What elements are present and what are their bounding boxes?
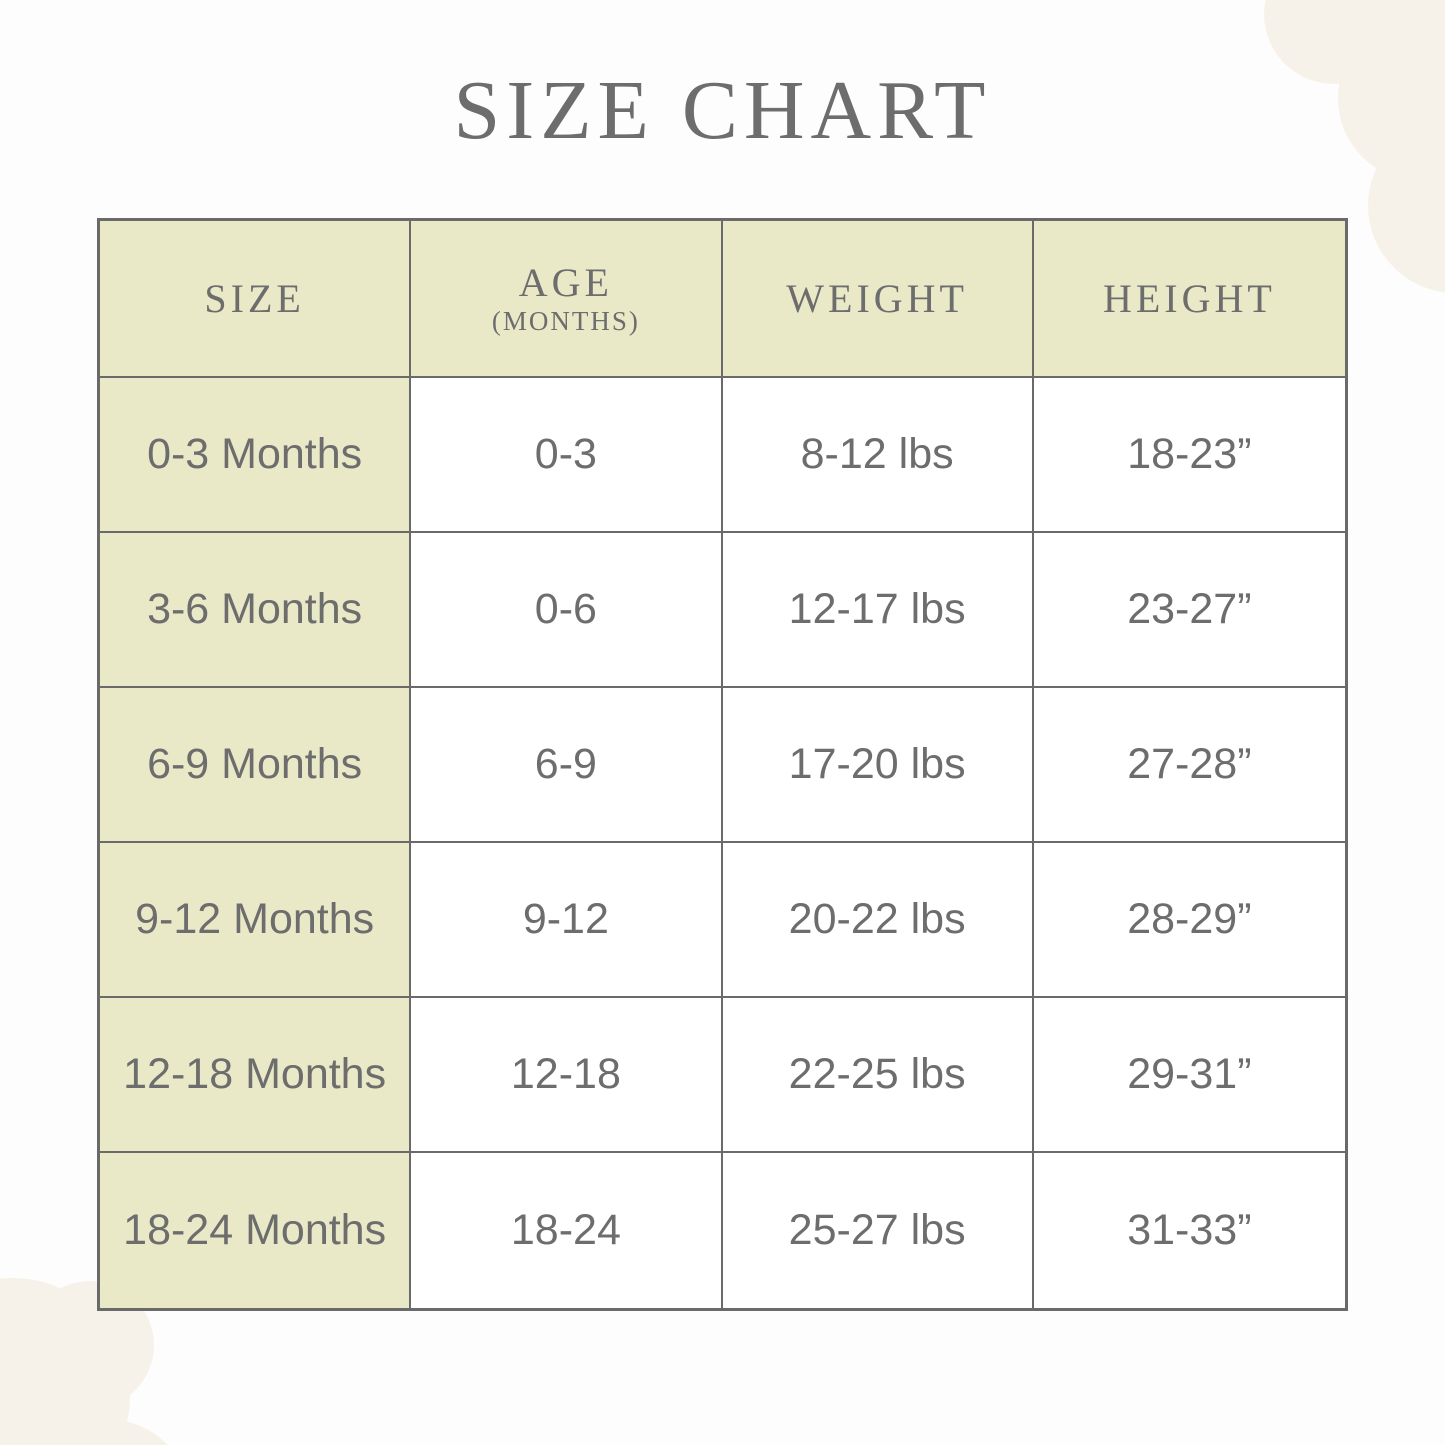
column-header-weight: WEIGHT: [722, 221, 1034, 378]
column-header-height-label: HEIGHT: [1102, 275, 1276, 321]
weight-cell: 8-12 lbs: [722, 378, 1034, 533]
weight-cell: 17-20 lbs: [722, 688, 1034, 843]
column-header-size: SIZE: [100, 221, 412, 378]
age-cell: 0-3: [411, 378, 723, 533]
age-cell: 9-12: [411, 843, 723, 998]
size-cell: 0-3 Months: [100, 378, 412, 533]
age-cell: 18-24: [411, 1153, 723, 1308]
age-cell: 0-6: [411, 533, 723, 688]
height-cell: 31-33”: [1033, 1153, 1345, 1308]
column-header-size-label: SIZE: [204, 275, 305, 321]
weight-cell: 20-22 lbs: [722, 843, 1034, 998]
age-cell: 6-9: [411, 688, 723, 843]
column-header-age-sublabel: (MONTHS): [491, 305, 640, 336]
height-cell: 28-29”: [1033, 843, 1345, 998]
column-header-weight-label: WEIGHT: [786, 275, 968, 321]
height-cell: 23-27”: [1033, 533, 1345, 688]
height-cell: 18-23”: [1033, 378, 1345, 533]
weight-cell: 25-27 lbs: [722, 1153, 1034, 1308]
height-cell: 27-28”: [1033, 688, 1345, 843]
size-cell: 3-6 Months: [100, 533, 412, 688]
height-cell: 29-31”: [1033, 998, 1345, 1153]
size-cell: 9-12 Months: [100, 843, 412, 998]
column-header-age: AGE (MONTHS): [411, 221, 723, 378]
size-cell: 12-18 Months: [100, 998, 412, 1153]
page-title: SIZE CHART: [453, 64, 992, 157]
weight-cell: 12-17 lbs: [722, 533, 1034, 688]
size-chart-table: SIZE AGE (MONTHS) WEIGHT HEIGHT 0-3 Mont…: [97, 218, 1348, 1311]
column-header-height: HEIGHT: [1033, 221, 1345, 378]
column-header-age-label: AGE: [518, 259, 613, 305]
size-cell: 6-9 Months: [100, 688, 412, 843]
age-cell: 12-18: [411, 998, 723, 1153]
size-cell: 18-24 Months: [100, 1153, 412, 1308]
weight-cell: 22-25 lbs: [722, 998, 1034, 1153]
